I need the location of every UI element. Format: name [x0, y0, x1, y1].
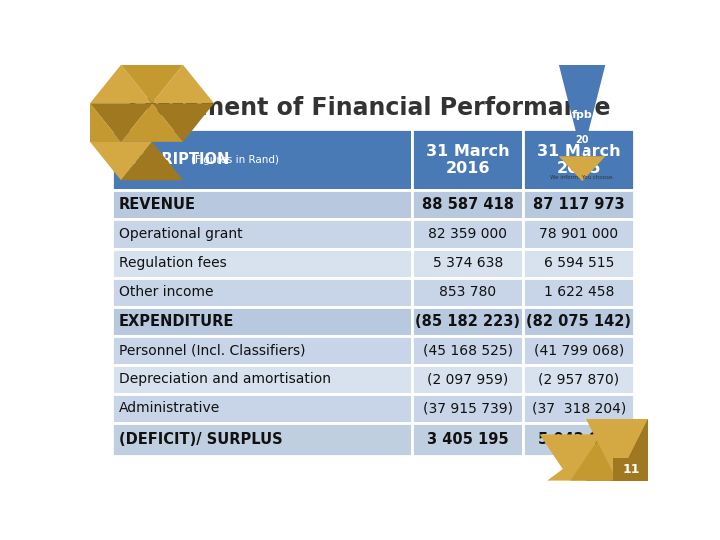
Text: (2 957 870): (2 957 870): [538, 373, 619, 387]
Text: 87 117 973: 87 117 973: [533, 198, 624, 212]
Text: (Figures in Rand): (Figures in Rand): [192, 155, 279, 165]
Text: Regulation fees: Regulation fees: [119, 256, 226, 270]
Bar: [523, 219, 634, 248]
Bar: [112, 336, 413, 365]
Polygon shape: [90, 103, 121, 142]
Polygon shape: [586, 419, 648, 481]
Bar: [523, 336, 634, 365]
Polygon shape: [617, 419, 648, 481]
Polygon shape: [539, 434, 601, 481]
Bar: [523, 423, 634, 456]
Bar: [413, 423, 523, 456]
Text: Personnel (Incl. Classifiers): Personnel (Incl. Classifiers): [119, 343, 305, 357]
Polygon shape: [121, 103, 183, 142]
Polygon shape: [570, 434, 632, 481]
Bar: [413, 219, 523, 248]
Text: 5 374 638: 5 374 638: [433, 256, 503, 270]
Text: 20: 20: [575, 134, 589, 145]
Bar: [112, 423, 413, 456]
Bar: [413, 336, 523, 365]
Bar: [613, 457, 648, 481]
Text: Statement of Financial Performance: Statement of Financial Performance: [127, 97, 611, 120]
Polygon shape: [559, 156, 606, 181]
Polygon shape: [121, 65, 183, 103]
Bar: [112, 129, 413, 190]
Bar: [523, 394, 634, 423]
Bar: [413, 307, 523, 336]
Text: 82 359 000: 82 359 000: [428, 227, 508, 241]
Text: (37  318 204): (37 318 204): [531, 401, 626, 415]
Bar: [523, 190, 634, 219]
Bar: [112, 394, 413, 423]
Text: DESCRIPTION: DESCRIPTION: [119, 152, 230, 167]
Bar: [413, 394, 523, 423]
Bar: [112, 278, 413, 307]
Bar: [413, 365, 523, 394]
Text: (82 075 142): (82 075 142): [526, 314, 631, 329]
Polygon shape: [121, 142, 183, 180]
Polygon shape: [90, 142, 152, 180]
Polygon shape: [559, 65, 606, 156]
Bar: [523, 129, 634, 190]
Text: (41 799 068): (41 799 068): [534, 343, 624, 357]
Text: REVENUE: REVENUE: [119, 198, 196, 212]
Polygon shape: [152, 65, 214, 103]
Text: EXPENDITURE: EXPENDITURE: [119, 314, 234, 329]
Text: Administrative: Administrative: [119, 401, 220, 415]
Text: 78 901 000: 78 901 000: [539, 227, 618, 241]
Bar: [413, 278, 523, 307]
Polygon shape: [152, 103, 214, 142]
Bar: [413, 190, 523, 219]
Bar: [413, 248, 523, 278]
Bar: [112, 307, 413, 336]
Text: Depreciation and amortisation: Depreciation and amortisation: [119, 373, 330, 387]
Polygon shape: [90, 65, 152, 103]
Bar: [112, 248, 413, 278]
Polygon shape: [547, 434, 609, 481]
Bar: [523, 307, 634, 336]
Text: 3 405 195: 3 405 195: [427, 432, 509, 447]
Text: (2 097 959): (2 097 959): [427, 373, 508, 387]
Bar: [112, 190, 413, 219]
Text: 1 622 458: 1 622 458: [544, 285, 614, 299]
Polygon shape: [586, 419, 648, 481]
Text: Other income: Other income: [119, 285, 213, 299]
Text: We inform. You choose.: We inform. You choose.: [550, 174, 614, 180]
Polygon shape: [601, 434, 648, 481]
Bar: [523, 365, 634, 394]
Bar: [523, 248, 634, 278]
Text: Operational grant: Operational grant: [119, 227, 242, 241]
Text: 6 594 515: 6 594 515: [544, 256, 614, 270]
Text: 31 March
2015: 31 March 2015: [537, 144, 621, 176]
Bar: [413, 129, 523, 190]
Text: 11: 11: [622, 463, 639, 476]
Text: 853 780: 853 780: [439, 285, 497, 299]
Bar: [112, 219, 413, 248]
Text: fpb: fpb: [572, 110, 593, 120]
Text: (45 168 525): (45 168 525): [423, 343, 513, 357]
Bar: [523, 278, 634, 307]
Polygon shape: [90, 103, 152, 142]
Text: 88 587 418: 88 587 418: [422, 198, 514, 212]
Text: 31 March
2016: 31 March 2016: [426, 144, 510, 176]
Text: 5 042 831: 5 042 831: [538, 432, 619, 447]
Text: (37 915 739): (37 915 739): [423, 401, 513, 415]
Bar: [112, 365, 413, 394]
Text: (85 182 223): (85 182 223): [415, 314, 521, 329]
Text: (DEFICIT)/ SURPLUS: (DEFICIT)/ SURPLUS: [119, 432, 282, 447]
